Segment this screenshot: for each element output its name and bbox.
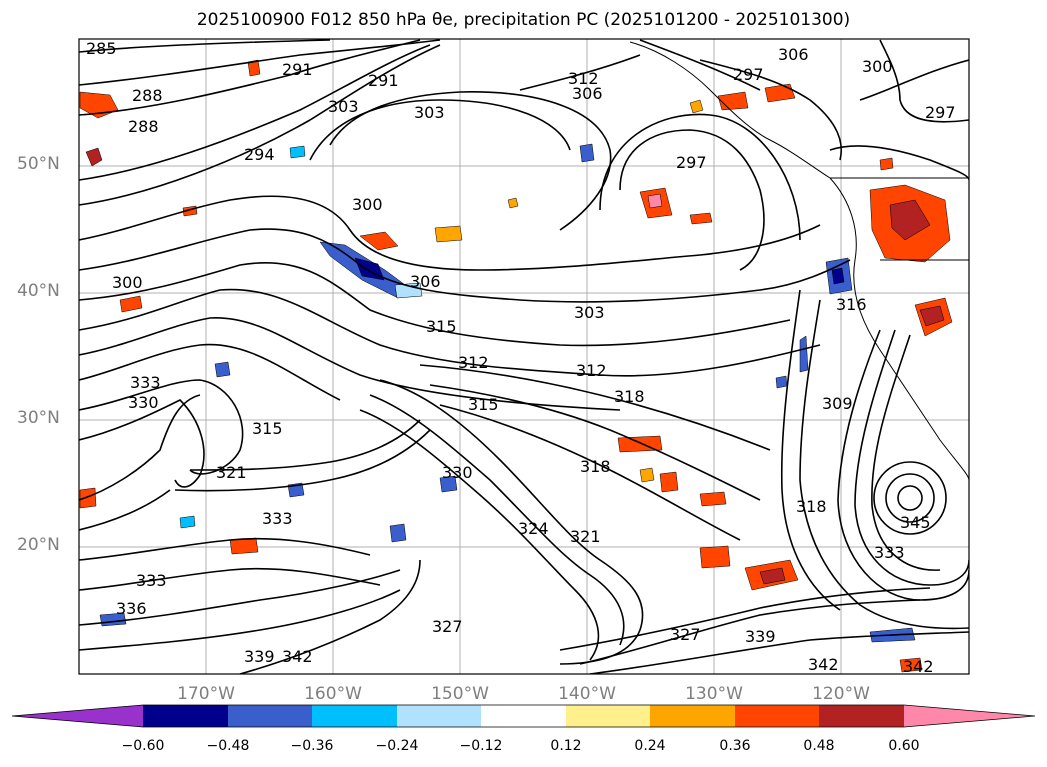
map-frame [78,38,970,675]
contour-label: 318 [796,497,827,516]
contour-label: 300 [112,273,143,292]
contour-label: 303 [328,97,359,116]
contour-label: 318 [614,387,645,406]
contour-label: 324 [518,519,549,538]
colorbar-segment [819,705,904,727]
contour-label: 291 [368,71,399,90]
contour-label: 309 [822,394,853,413]
colorbar-segment [143,705,228,727]
lat-label: 50°N [17,154,60,174]
contour-label: 321 [570,527,601,546]
contour-label: 330 [128,393,159,412]
contour-label: 303 [414,103,445,122]
colorbar-segment [397,705,481,727]
colorbar-tick-label: 0.36 [719,738,751,754]
lat-label: 30°N [17,408,60,428]
contour-label: 291 [282,60,313,79]
lon-label: 170°W [177,684,235,704]
contour-label: 315 [426,317,457,336]
colorbar-tick-label: −0.60 [121,738,165,754]
contour-label: 306 [572,84,603,103]
contour-label: 315 [252,419,283,438]
lon-label: 150°W [431,684,489,704]
contour-label: 316 [836,295,867,314]
contour-label: 285 [86,39,117,58]
theta-e-contours [79,39,969,674]
contour-label: 297 [676,153,707,172]
contour-label: 288 [132,86,163,105]
contour-label: 342 [282,647,313,666]
contour-label: 306 [778,45,809,64]
map-background [79,39,969,674]
contour-label: 321 [216,463,247,482]
colorbar [11,704,1036,728]
lat-label: 40°N [17,281,60,301]
contour-label: 336 [116,599,147,618]
contour-label: 303 [574,303,605,322]
contour-label: 306 [410,272,441,291]
colorbar-tick-label: 0.60 [888,738,920,754]
colorbar-tick-label: 0.24 [634,738,666,754]
contour-label: 333 [262,509,293,528]
map-content [79,39,969,674]
lon-label: 140°W [558,684,616,704]
contour-label: 300 [352,195,383,214]
lon-label: 160°W [304,684,362,704]
contour-label: 342 [903,657,934,676]
colorbar-tick-label: 0.12 [550,738,582,754]
contour-label: 339 [745,627,776,646]
contour-label: 327 [670,625,701,644]
colorbar-segment [481,705,566,727]
colorbar-tick-label: −0.48 [206,738,250,754]
precip-patches [79,59,953,673]
colorbar-segment [735,705,819,727]
contour-label: 333 [874,543,905,562]
colorbar-tick-label: −0.12 [459,738,503,754]
contour-label: 288 [128,117,159,136]
contour-label: 294 [244,145,275,164]
contour-label: 333 [130,373,161,392]
lat-label: 20°N [17,535,60,555]
contour-label: 327 [432,617,463,636]
contour-label: 339 [244,647,275,666]
contour-label: 345 [900,513,931,532]
contour-label: 312 [458,353,489,372]
contour-label: 297 [925,103,956,122]
lon-label: 130°W [685,684,743,704]
colorbar-segment [312,705,397,727]
contour-label: 297 [733,65,764,84]
contour-label: 312 [576,361,607,380]
contour-label: 300 [862,57,893,76]
colorbar-segment [566,705,650,727]
map-title: 2025100900 F012 850 hPa θe, precipitatio… [196,10,851,30]
coastline [629,41,969,481]
colorbar-extend-high [904,705,1035,727]
colorbar-tick-label: 0.48 [803,738,835,754]
colorbar-extend-low [12,705,143,727]
colorbar-tick-label: −0.24 [375,738,419,754]
lon-label: 120°W [812,684,870,704]
colorbar-segment [228,705,312,727]
contour-labels: 285 288 288 291 291 294 297 297 297 300 … [86,39,956,676]
colorbar-segment [650,705,735,727]
contour-label: 330 [442,463,473,482]
contour-label: 315 [468,395,499,414]
contour-label: 318 [580,457,611,476]
contour-label: 342 [808,655,839,674]
contour-label: 333 [136,571,167,590]
contour-label: 312 [568,69,599,88]
colorbar-tick-label: −0.36 [290,738,334,754]
